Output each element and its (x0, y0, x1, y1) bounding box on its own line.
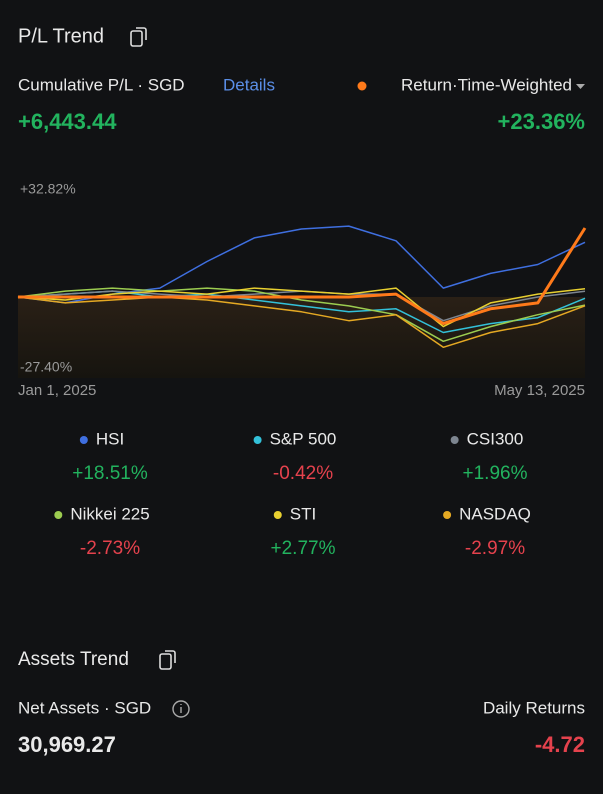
legend-name: NASDAQ (459, 504, 531, 523)
x-axis-label: May 13, 2025 (494, 382, 585, 399)
summary-value: +6,443.44 (18, 109, 117, 134)
share-icon[interactable] (130, 27, 147, 47)
series-line (17, 287, 586, 343)
series-line (18, 227, 587, 326)
dropdown-arrow (576, 84, 585, 89)
y-tick-label: +32.82% (20, 181, 76, 197)
daily-label: Daily Returns (483, 698, 585, 717)
legend-name: STI (290, 504, 316, 523)
legend-change: -2.97% (465, 538, 525, 559)
legend-item[interactable]: STI +2.77% (271, 504, 336, 559)
legend-change: -0.42% (273, 463, 333, 484)
legend-item[interactable]: NASDAQ -2.97% (443, 504, 531, 559)
legend-item[interactable]: S&P 500 -0.42% (253, 429, 337, 484)
legend-dot (273, 511, 282, 519)
share-icon[interactable] (159, 650, 176, 670)
legend-dot (357, 81, 367, 91)
info-icon[interactable] (172, 700, 190, 718)
section-title: Assets Trend (18, 649, 129, 670)
legend-dot (253, 436, 262, 444)
legend-name: CSI300 (467, 429, 524, 448)
legend-name: S&P 500 (270, 429, 337, 448)
chart-band (18, 297, 585, 378)
series-line (17, 296, 586, 349)
legend-dot (79, 436, 88, 444)
net-assets-value: 30,969.27 (18, 732, 116, 757)
legend-item[interactable]: Nikkei 225 -2.73% (54, 504, 150, 559)
legend-dot (450, 436, 459, 444)
legend-item[interactable]: HSI +18.51% (72, 429, 148, 484)
series-line (17, 287, 586, 328)
series-change: +23.36% (498, 109, 585, 134)
details-link[interactable]: Details (223, 75, 275, 94)
legend-item[interactable]: CSI300 +1.96% (450, 429, 528, 484)
y-tick-label: -27.40% (20, 359, 72, 375)
legend-change: -2.73% (80, 538, 140, 559)
assets-label: Net Assets · SGD (18, 698, 151, 717)
section-title: P/L Trend (18, 25, 104, 47)
legend-name: Nikkei 225 (70, 504, 149, 523)
legend-name: HSI (96, 429, 124, 448)
legend-change: +2.77% (271, 538, 336, 559)
legend-dot (443, 511, 452, 519)
legend-dot (54, 511, 63, 519)
series-selector[interactable]: Return·Time-Weighted (401, 75, 572, 94)
x-axis-label: Jan 1, 2025 (18, 382, 96, 399)
summary-label: Cumulative P/L · SGD (18, 75, 185, 94)
legend-change: +18.51% (72, 463, 148, 484)
daily-value: -4.72 (535, 732, 585, 757)
legend-change: +1.96% (463, 463, 528, 484)
